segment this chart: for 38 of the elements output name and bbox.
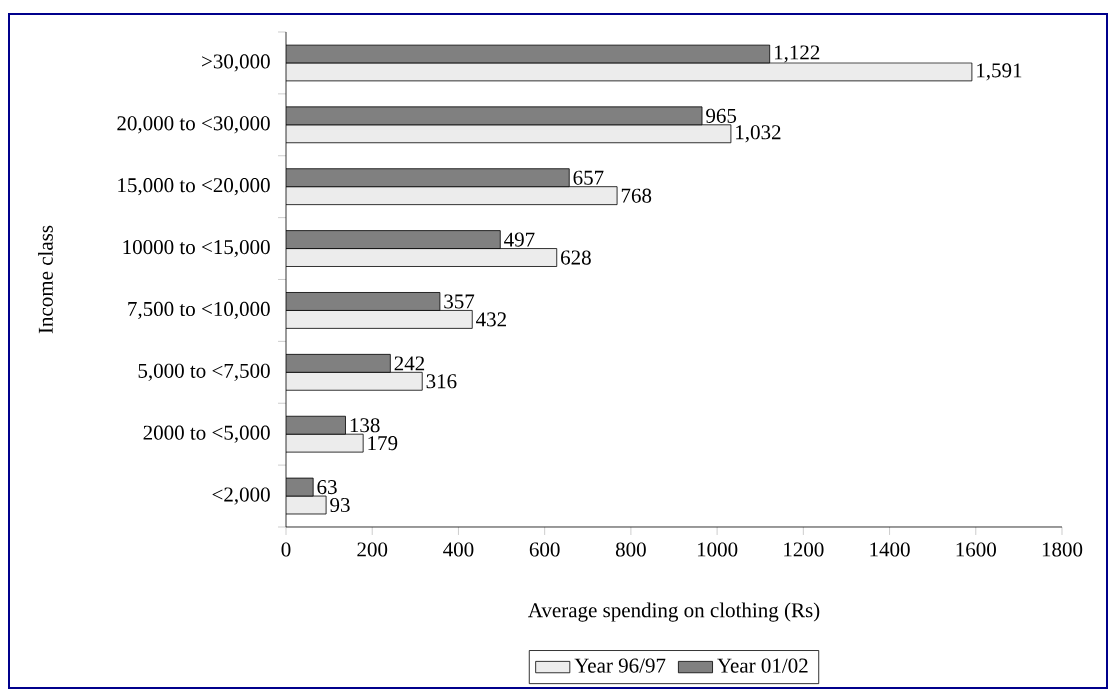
data-label: 1,591 [977, 63, 1022, 81]
y-tick-label: 10000 to <15,000 [123, 239, 270, 258]
data-label: 1,032 [736, 125, 781, 143]
y-axis-title: Income class [38, 225, 53, 334]
y-tick-label: 2000 to <5,000 [143, 425, 270, 443]
data-label: 242 [394, 356, 425, 371]
x-tick-label: 400 [443, 542, 474, 557]
legend-label: Year 01/02 [717, 658, 808, 673]
x-tick-label: 1200 [784, 542, 824, 557]
x-tick-label: 1600 [956, 542, 996, 557]
y-tick-label: 5,000 to <7,500 [138, 363, 270, 381]
x-tick-label: 600 [529, 542, 560, 557]
x-tick-label: 1000 [697, 542, 738, 557]
data-label: 179 [368, 436, 398, 451]
data-label: 316 [426, 374, 457, 389]
y-tick-label: 20,000 to <30,000 [117, 116, 270, 134]
data-label: 1,122 [774, 45, 820, 63]
x-tick-label: 0 [281, 542, 291, 557]
y-tick-label: 15,000 to <20,000 [118, 178, 270, 196]
data-label: 432 [476, 312, 506, 327]
y-tick-label: 7,500 to <10,000 [128, 301, 270, 320]
data-label: 93 [330, 497, 350, 513]
legend-label: Year 96/97 [574, 658, 666, 673]
x-tick-label: 800 [615, 542, 646, 557]
data-label: 628 [561, 250, 591, 265]
data-label: 497 [504, 232, 535, 247]
data-label: 768 [621, 188, 652, 203]
x-axis-title: Average spending on clothing (Rs) [528, 602, 820, 622]
x-tick-label: 1800 [1042, 542, 1083, 557]
data-label: 357 [444, 294, 475, 309]
x-tick-label: 200 [357, 542, 388, 557]
data-label: 965 [706, 108, 737, 123]
y-tick-label: <2,000 [212, 487, 270, 505]
x-tick-label: 1400 [870, 542, 910, 557]
data-label: 138 [350, 418, 380, 433]
data-label: 63 [317, 480, 337, 495]
y-tick-label: >30,000 [202, 54, 270, 72]
data-label: 657 [573, 170, 604, 185]
